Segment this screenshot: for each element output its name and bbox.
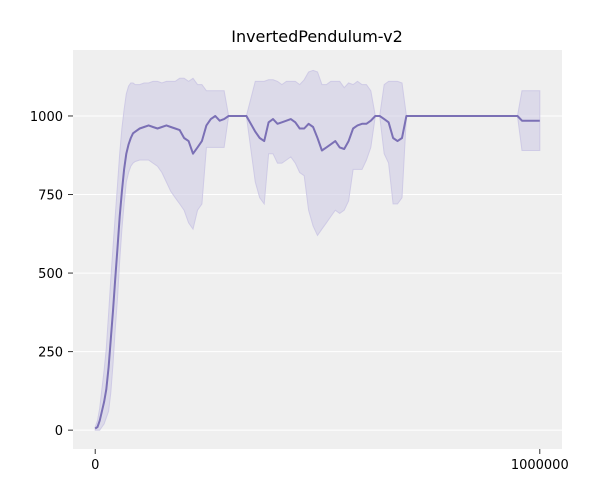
y-tick-label: 1000 — [30, 110, 63, 125]
series-line-group — [94, 115, 540, 430]
y-tick-label: 750 — [38, 189, 63, 204]
y-tick-label: 500 — [38, 267, 63, 282]
confidence-band — [94, 69, 541, 431]
y-tick-label: 0 — [55, 424, 63, 439]
series-band — [94, 69, 541, 431]
chart-title: InvertedPendulum-v2 — [231, 27, 403, 46]
series-line — [94, 115, 540, 430]
y-tick-label: 250 — [38, 346, 63, 361]
x-tick-label: 1000000 — [511, 458, 569, 473]
axis-ticks: 0 250 500 750 1000 0 1000000 — [30, 110, 569, 473]
x-tick-label: 0 — [91, 458, 99, 473]
